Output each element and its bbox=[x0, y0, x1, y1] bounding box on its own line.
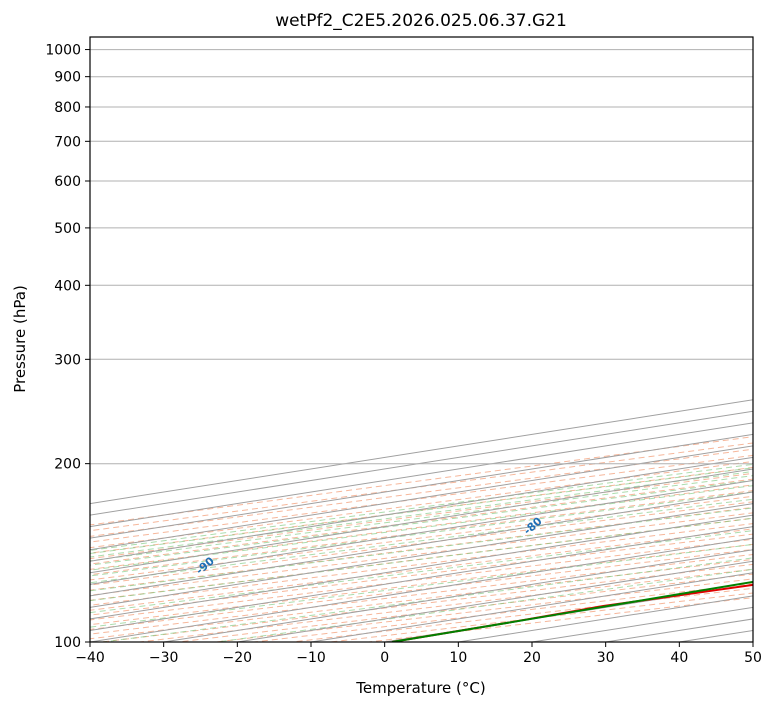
dry-adiabat-line bbox=[90, 538, 753, 621]
isotherm-line bbox=[752, 641, 753, 642]
y-tick-label: 900 bbox=[54, 70, 81, 86]
background-lines bbox=[90, 399, 753, 642]
isotherm-line bbox=[90, 526, 753, 631]
isotherm-line bbox=[90, 399, 753, 505]
dry-adiabat-line bbox=[368, 597, 753, 642]
isotherm-label: -90 bbox=[193, 554, 217, 577]
pressure-grid bbox=[90, 49, 753, 642]
x-tick-label: 50 bbox=[744, 650, 762, 666]
y-tick-label: 300 bbox=[54, 352, 81, 368]
x-tick-label: 30 bbox=[597, 650, 615, 666]
x-axis-label: Temperature (°C) bbox=[355, 679, 485, 697]
dry-adiabat-line bbox=[177, 573, 753, 642]
x-tick-label: 20 bbox=[523, 650, 541, 666]
y-tick-label: 100 bbox=[54, 635, 81, 651]
isotherm-line bbox=[605, 618, 753, 642]
x-tick-label: 40 bbox=[670, 650, 688, 666]
x-axis: −40 −30 −20 −10 0 10 20 30 40 50 bbox=[75, 642, 762, 666]
x-tick-label: −20 bbox=[223, 650, 253, 666]
isotherm-line bbox=[90, 456, 753, 562]
isotherm-line bbox=[90, 433, 753, 539]
x-tick-label: −40 bbox=[75, 650, 105, 666]
isotherm-line bbox=[90, 422, 753, 528]
y-axis-label: Pressure (hPa) bbox=[11, 285, 29, 393]
x-tick-label: −30 bbox=[149, 650, 179, 666]
y-tick-label: 400 bbox=[54, 278, 81, 294]
x-tick-label: 10 bbox=[449, 650, 467, 666]
plot-frame bbox=[89, 36, 754, 643]
isotherm-line bbox=[90, 468, 753, 574]
isotherm-line bbox=[90, 537, 753, 642]
isotherm-line bbox=[90, 480, 753, 585]
dry-adiabat-line bbox=[215, 578, 753, 642]
y-tick-label: 200 bbox=[54, 457, 81, 473]
x-tick-label: 0 bbox=[380, 650, 389, 666]
y-tick-label: 500 bbox=[54, 221, 81, 237]
x-tick-label: −10 bbox=[296, 650, 326, 666]
isotherm-line bbox=[90, 410, 753, 516]
isotherm-line bbox=[90, 445, 753, 551]
chart-title: wetPf2_C2E5.2026.025.06.37.G21 bbox=[275, 11, 567, 31]
y-tick-label: 600 bbox=[54, 174, 81, 190]
y-tick-label: 700 bbox=[54, 134, 81, 150]
isotherm-line bbox=[163, 549, 753, 642]
dry-adiabat-line bbox=[139, 568, 753, 642]
dry-adiabat-line bbox=[254, 583, 753, 642]
y-tick-label: 800 bbox=[54, 100, 81, 116]
dry-adiabat-line bbox=[330, 592, 753, 642]
y-axis: 100 200 300 400 500 600 700 800 900 1000 bbox=[45, 43, 90, 651]
isotherm-line bbox=[90, 514, 753, 620]
isotherm-line bbox=[90, 491, 753, 597]
y-tick-label: 1000 bbox=[45, 43, 81, 59]
isotherm-line bbox=[458, 595, 753, 642]
isotherm-line bbox=[90, 503, 753, 608]
isotherm-line bbox=[310, 572, 753, 642]
